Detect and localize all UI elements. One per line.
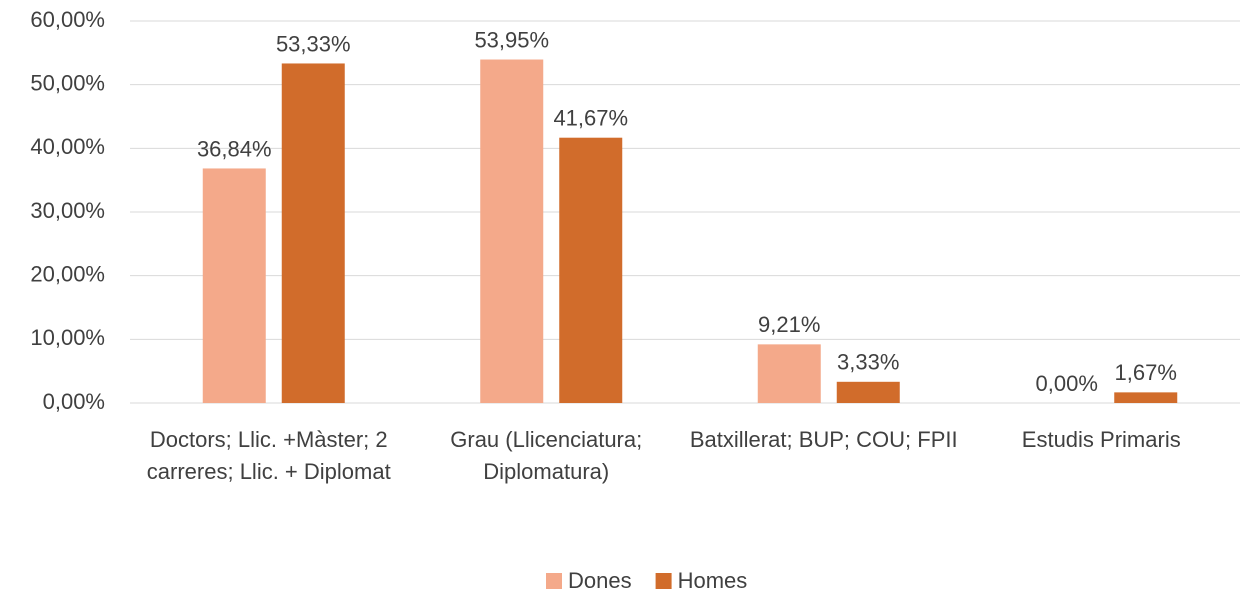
bar (281, 63, 345, 403)
data-label: 53,95% (474, 27, 549, 52)
y-tick-label: 30,00% (30, 198, 105, 223)
y-tick-label: 0,00% (43, 389, 105, 414)
data-label: 0,00% (1036, 371, 1098, 396)
bar (559, 137, 623, 404)
y-tick-label: 60,00% (30, 7, 105, 32)
y-tick-label: 50,00% (30, 70, 105, 95)
x-tick-label-box: Batxillerat; BUP; COU; FPII (689, 427, 958, 452)
legend-label: Homes (678, 568, 748, 593)
x-tick-label: Estudis Primaris (1021, 427, 1181, 452)
y-tick-label: 40,00% (30, 134, 105, 159)
data-label: 41,67% (553, 106, 628, 131)
x-tick-label: Batxillerat; BUP; COU; FPII (689, 427, 958, 452)
bar (836, 381, 900, 403)
y-tick-label: 10,00% (30, 325, 105, 350)
data-label: 53,33% (276, 31, 351, 56)
x-tick-label-box: Estudis Primaris (1021, 427, 1181, 452)
data-label: 3,33% (837, 350, 899, 375)
bar (480, 59, 544, 403)
data-label: 1,67% (1115, 360, 1177, 385)
x-tick-label: Grau (Llicenciatura; Diplomatura) (450, 427, 643, 484)
x-tick-label-box: Grau (Llicenciatura; Diplomatura) (450, 427, 643, 484)
legend-swatch (546, 573, 562, 589)
bar (1114, 392, 1178, 403)
x-tick-label: Doctors; Llic. +Màster; 2 carreres; Llic… (146, 427, 391, 484)
x-tick-label-box: Doctors; Llic. +Màster; 2 carreres; Llic… (146, 427, 391, 484)
data-label: 36,84% (197, 136, 272, 161)
legend-label: Dones (568, 568, 632, 593)
bar (202, 168, 266, 403)
data-label: 9,21% (758, 312, 820, 337)
legend-swatch (655, 573, 672, 589)
y-tick-label: 20,00% (30, 261, 105, 286)
bar (757, 344, 821, 403)
